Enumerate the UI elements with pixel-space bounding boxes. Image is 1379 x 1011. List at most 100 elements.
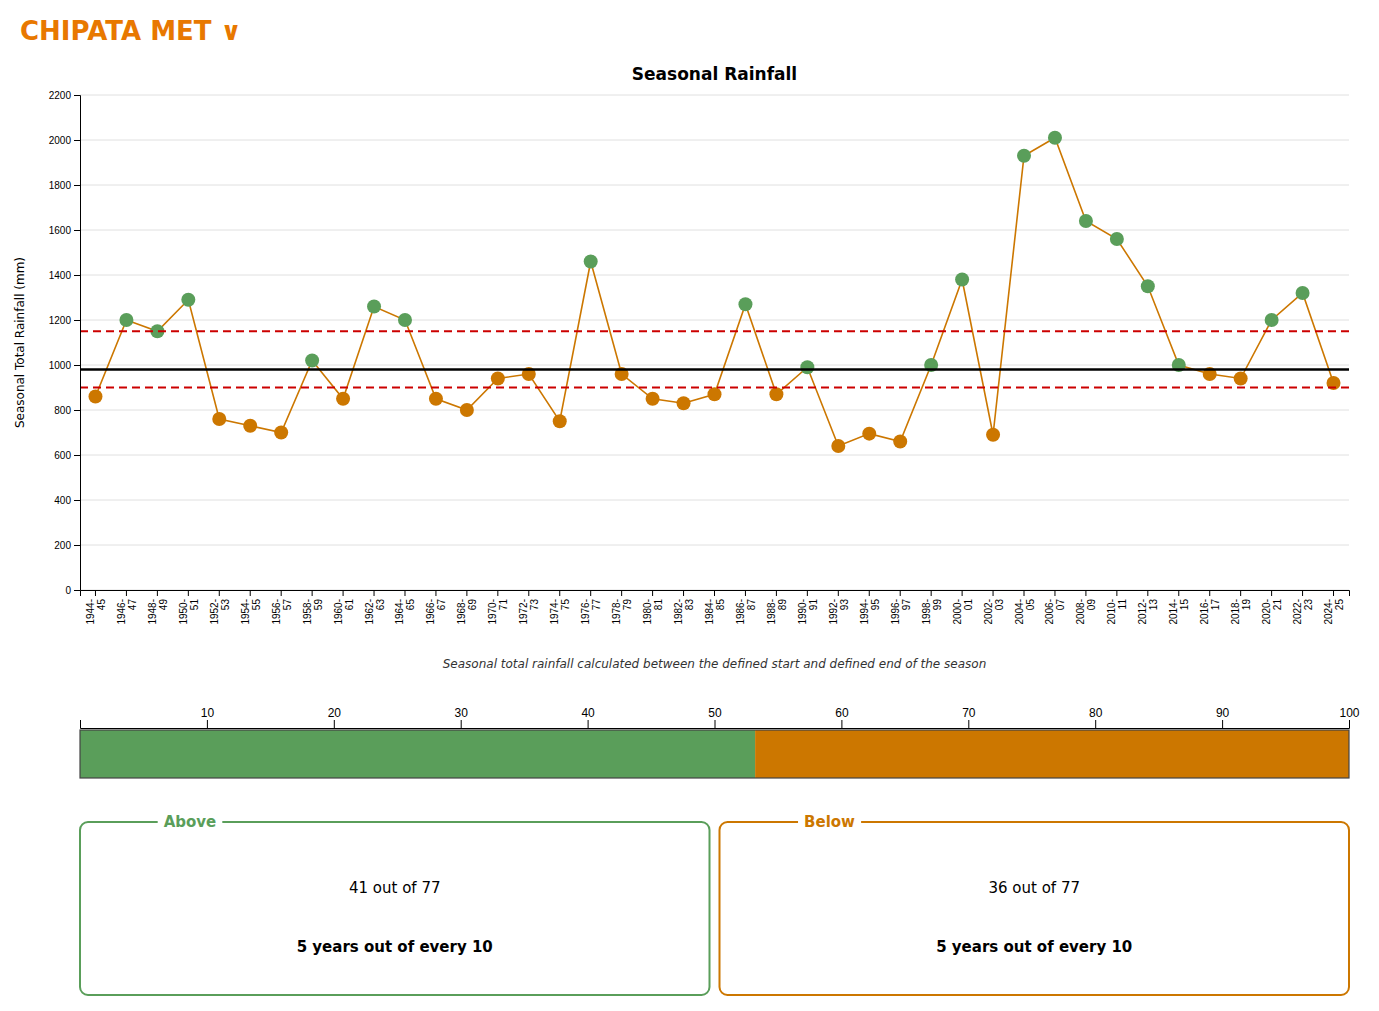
tick-label: 1400: [49, 270, 72, 281]
data-point: [429, 392, 443, 406]
tick-label: 1976-77: [580, 599, 602, 625]
data-point: [398, 313, 412, 327]
tick-label: 1978-79: [611, 599, 633, 625]
grid-line: [80, 455, 1349, 456]
tick-label: 50: [708, 706, 722, 720]
legend-label: Below: [804, 813, 855, 831]
tick-mark: [1178, 590, 1179, 596]
tick: 2008-09: [1075, 590, 1097, 625]
tick-mark: [1302, 590, 1303, 596]
data-point: [553, 414, 567, 428]
tick-label: 1984-85: [704, 599, 726, 625]
tick-mark: [1085, 590, 1086, 596]
tick-mark: [993, 590, 994, 596]
data-point: [1234, 372, 1248, 386]
reference-line: [80, 330, 1349, 332]
tick-label: 1970-71: [487, 599, 509, 625]
tick: 40: [581, 706, 595, 728]
data-point: [955, 273, 969, 287]
tick-mark: [74, 275, 80, 276]
legend-text: 5 years out of every 10: [297, 938, 493, 956]
legend-frame: [720, 822, 1350, 995]
legend-label-bg: [158, 811, 223, 833]
data-point: [1048, 131, 1062, 145]
data-point: [367, 300, 381, 314]
tick-mark: [281, 590, 282, 596]
tick: 0: [65, 585, 80, 596]
tick-label: 2018-19: [1230, 599, 1252, 625]
tick-mark: [157, 590, 158, 596]
tick-label: 2012-13: [1137, 599, 1159, 625]
tick-label: 1962-63: [364, 599, 386, 625]
tick: 2020-21: [1261, 590, 1283, 625]
tick: 1958-59: [302, 590, 324, 625]
tick-label: 1986-87: [735, 599, 757, 625]
tick-mark: [466, 590, 467, 596]
tick: 1952-53: [209, 590, 231, 625]
y-axis-title: Seasonal Total Rainfall (mm): [13, 257, 27, 428]
tick: 2006-07: [1044, 590, 1066, 625]
grid-line: [80, 365, 1349, 366]
tick: 1800: [49, 180, 80, 191]
tick-mark: [219, 590, 220, 596]
data-point: [738, 297, 752, 311]
tick: 2000-01: [952, 590, 974, 625]
data-point: [1296, 286, 1310, 300]
tick-label: 1966-67: [425, 599, 447, 625]
tick: 2014-15: [1168, 590, 1190, 625]
tick-mark: [74, 590, 80, 591]
tick-label: 1988-89: [766, 599, 788, 625]
header-title: CHIPATA MET ∨: [20, 16, 242, 46]
tick: 1978-79: [611, 590, 633, 625]
tick-mark: [188, 590, 189, 596]
tick-label: 20: [328, 706, 342, 720]
tick-mark: [74, 500, 80, 501]
tick-mark: [621, 590, 622, 596]
tick-label: 1950-51: [178, 599, 200, 625]
tick: 1968-69: [456, 590, 478, 625]
tick-label: 1982-83: [673, 599, 695, 625]
reference-line: [80, 387, 1349, 389]
data-point: [491, 372, 505, 386]
bar: [755, 730, 1349, 778]
tick: 1992-93: [828, 590, 850, 625]
data-point: [460, 403, 474, 417]
tick-mark: [1116, 590, 1117, 596]
tick: 1982-83: [673, 590, 695, 625]
tick-mark: [435, 590, 436, 596]
tick-mark: [683, 590, 684, 596]
legend-box: Above41 out of 775 years out of every 10: [80, 811, 710, 995]
tick-mark: [497, 590, 498, 596]
data-point: [646, 392, 660, 406]
tick-label: 2200: [49, 90, 72, 101]
tick: 1974-75: [549, 590, 571, 625]
tick-mark: [900, 590, 901, 596]
tick-label: 1992-93: [828, 599, 850, 625]
chart-root: CHIPATA MET ∨Seasonal Rainfall0200400600…: [0, 0, 1379, 1011]
legend-frame: [80, 822, 710, 995]
tick-mark: [74, 455, 80, 456]
axis-line: [81, 720, 1350, 729]
tick: 100: [1339, 706, 1359, 728]
data-point: [986, 428, 1000, 442]
data-point: [708, 387, 722, 401]
tick-mark: [334, 720, 335, 728]
tick: 2018-19: [1230, 590, 1252, 625]
tick-mark: [652, 590, 653, 596]
data-point: [862, 427, 876, 441]
tick-mark: [250, 590, 251, 596]
tick-mark: [745, 590, 746, 596]
tick-mark: [590, 590, 591, 596]
grid-line: [80, 500, 1349, 501]
tick-label: 1994-95: [859, 599, 881, 625]
legend-label-bg: [798, 811, 861, 833]
data-point: [212, 412, 226, 426]
tick-mark: [126, 590, 127, 596]
tick-mark: [962, 590, 963, 596]
tick: 2004-05: [1014, 590, 1036, 625]
tick-label: 1996-97: [890, 599, 912, 625]
tick-label: 2024-25: [1323, 599, 1345, 625]
tick-label: 2000-01: [952, 599, 974, 625]
legend-text: 41 out of 77: [349, 879, 441, 897]
tick-mark: [74, 410, 80, 411]
